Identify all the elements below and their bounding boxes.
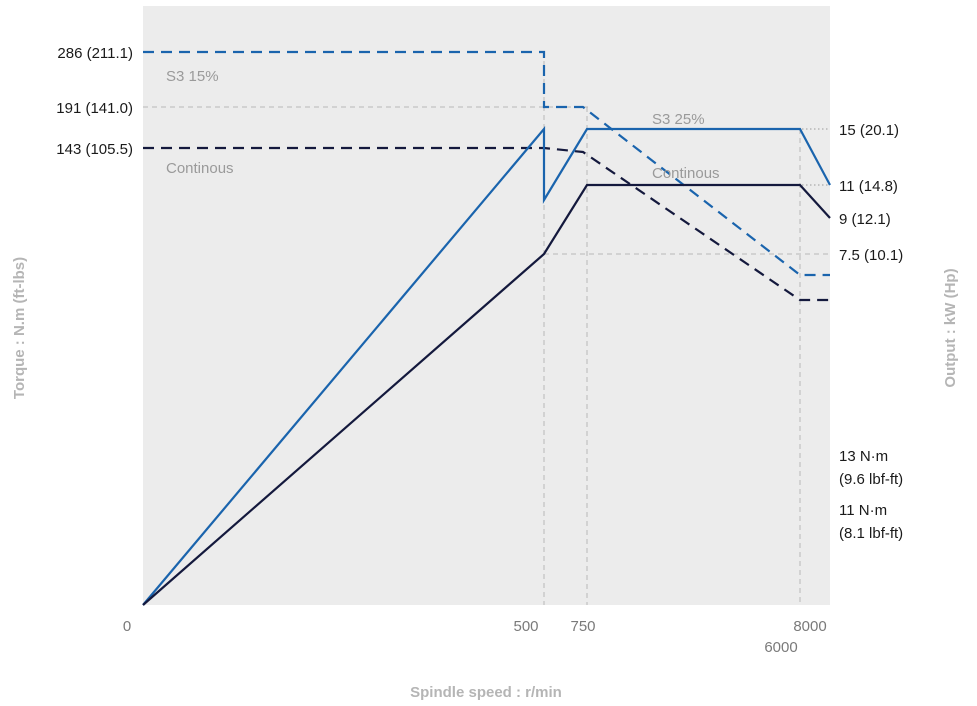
y-right-tick-7.5: 7.5 (10.1) — [839, 247, 903, 264]
series-s3-25-output — [142, 125, 831, 606]
y-right-tick-9: 9 (12.1) — [839, 211, 891, 228]
annotation-13nm: 13 N·m — [839, 448, 888, 465]
y-left-axis-title: Torque : N.m (ft-lbs) — [11, 257, 28, 399]
y-right-tick-11: 11 (14.8) — [839, 178, 898, 195]
annotation-9.6lbf: (9.6 lbf-ft) — [839, 471, 903, 488]
series-continuous-output — [142, 183, 831, 606]
x-tick-6000: 6000 — [764, 639, 797, 656]
series-continuous-torque — [143, 146, 830, 302]
annotation-8.1lbf: (8.1 lbf-ft) — [839, 525, 903, 542]
label-continous-right: Continous — [652, 165, 720, 182]
label-continous-left: Continous — [166, 160, 234, 177]
x-tick-500: 500 — [513, 618, 538, 635]
y-left-tick-143: 143 (105.5) — [56, 141, 133, 158]
y-left-tick-191: 191 (141.0) — [56, 100, 133, 117]
x-tick-0: 0 — [123, 618, 131, 635]
x-tick-750: 750 — [570, 618, 595, 635]
y-right-tick-15: 15 (20.1) — [839, 122, 899, 139]
series-layer — [142, 50, 831, 606]
series-s3-15-torque — [143, 50, 830, 277]
label-s3-25: S3 25% — [652, 111, 705, 128]
y-right-axis-title: Output : kW (Hp) — [942, 268, 959, 387]
x-tick-8000: 8000 — [793, 618, 826, 635]
y-left-tick-286: 286 (211.1) — [57, 45, 133, 62]
label-s3-15: S3 15% — [166, 68, 219, 85]
annotation-11nm: 11 N·m — [839, 502, 887, 519]
x-axis-title: Spindle speed : r/min — [410, 684, 562, 701]
